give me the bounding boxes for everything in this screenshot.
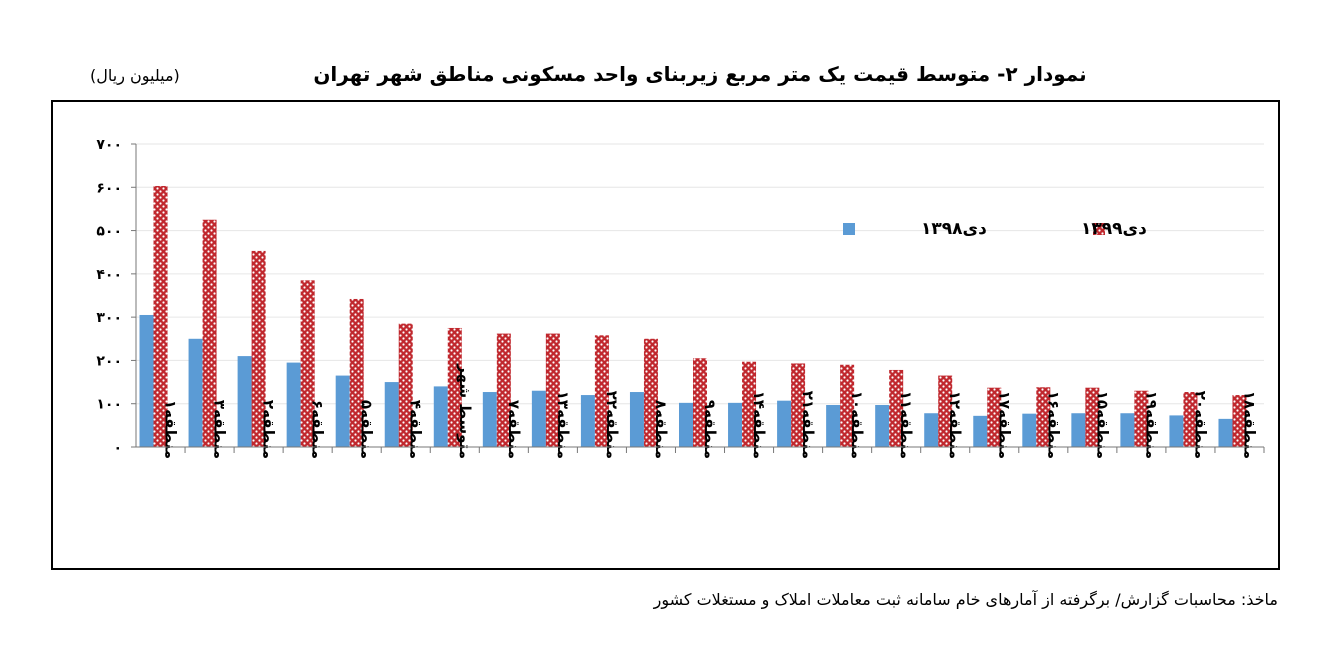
bar-1398 [335, 375, 350, 447]
x-category-label: منطقه۱۶ [1044, 391, 1062, 459]
x-category-label: منطقه۲۱ [799, 391, 817, 459]
chart-title: نمودار ۲- متوسط قیمت یک متر مربع زیربنای… [313, 62, 1087, 86]
x-category-label: منطقه۶ [309, 400, 327, 459]
legend-label-1399: دی۱۳۹۹ [1081, 219, 1147, 239]
bar-1399 [349, 298, 364, 447]
x-category-label: منطقه۲ [260, 400, 278, 459]
gridlines [136, 143, 1264, 405]
x-category-label: منطقه۱۳ [554, 391, 572, 459]
bar-1399 [594, 335, 609, 447]
y-tick-label: ۲۰۰ [96, 353, 122, 369]
x-category-label: منطقه۵ [358, 400, 376, 459]
bar-1399 [742, 361, 757, 447]
x-category-label: منطقه۹ [701, 400, 719, 459]
bar-1398 [531, 390, 546, 447]
bar-1398 [384, 382, 399, 447]
bar-1398 [924, 413, 939, 447]
bar-1399 [202, 219, 217, 447]
bar-1399 [938, 375, 953, 447]
bar-1398 [237, 356, 252, 447]
bar-1399 [1232, 395, 1247, 447]
x-category-label: منطقه۱۱ [897, 391, 915, 459]
unit-label: (میلیون ریال) [90, 66, 180, 85]
y-tick-label: ۱۰۰ [96, 397, 122, 413]
bar-1399 [840, 364, 855, 447]
x-category-label: منطقه۳ [211, 400, 229, 459]
bar-1398 [1169, 415, 1184, 447]
legend-swatch-1399 [1093, 223, 1105, 235]
bar-1398 [1071, 413, 1086, 447]
x-category-label: متوسط شهر [456, 363, 474, 459]
bar-1398 [629, 392, 644, 447]
legend: دی۱۳۹۹ دی۱۳۹۸ [843, 219, 1147, 239]
x-category-label: منطقه۸ [652, 400, 670, 459]
x-category-label: منطقه۴ [407, 400, 425, 459]
bar-1398 [139, 314, 154, 447]
bar-1399 [889, 369, 904, 447]
x-category-label: منطقه۱۸ [1240, 391, 1258, 459]
bars-group [139, 185, 1247, 447]
source-note: ماخذ: محاسبات گزارش/ برگرفته از آمارهای … [653, 590, 1278, 609]
x-axis: منطقه۱ منطقه۳ منطقه۲ منطقه۶ منطقه۵ منطقه۴ متوس… [136, 363, 1265, 459]
bar-1398 [482, 392, 497, 447]
x-category-label: منطقه۱۵ [1093, 391, 1111, 459]
y-tick-label: ۶۰۰ [96, 180, 122, 196]
bar-1399 [153, 185, 168, 447]
bar-1399 [300, 280, 315, 447]
x-category-label: منطقه۱ [162, 400, 180, 459]
x-category-label: منطقه۱۷ [995, 391, 1013, 459]
bar-1398 [728, 402, 743, 447]
legend-swatch-1398 [843, 223, 855, 235]
y-tick-label: ۷۰۰ [96, 137, 122, 153]
bar-1399 [1183, 392, 1198, 447]
bar-1399 [545, 333, 560, 447]
bar-1399 [496, 333, 511, 447]
bar-1399 [251, 250, 266, 447]
bar-1399 [1036, 387, 1051, 447]
y-tick-label: ۴۰۰ [96, 267, 122, 283]
bar-1398 [188, 338, 203, 447]
x-category-label: منطقه۱۹ [1142, 391, 1160, 459]
x-category-label: منطقه۱۰ [848, 391, 866, 459]
bar-1398 [777, 400, 792, 447]
x-category-label: منطقه۲۲ [603, 391, 621, 459]
bar-1398 [1120, 413, 1135, 447]
y-axis: ۰ ۱۰۰ ۲۰۰ ۳۰۰ ۴۰۰ ۵۰۰ ۶۰۰ ۷۰۰ [96, 137, 137, 456]
bar-1398 [580, 395, 595, 447]
bar-1399 [398, 323, 413, 447]
legend-label-1398: دی۱۳۹۸ [921, 219, 987, 239]
bar-1398 [679, 402, 693, 447]
bar-1399 [1085, 387, 1100, 447]
bar-1399 [643, 338, 658, 447]
x-category-label: منطقه۲۰ [1191, 391, 1209, 459]
bar-1399 [791, 363, 806, 447]
y-tick-label: ۳۰۰ [96, 310, 122, 326]
bar-1398 [286, 362, 301, 447]
bar-1399 [1134, 390, 1149, 447]
bar-1399 [693, 358, 707, 447]
bar-1398 [1218, 418, 1233, 447]
bar-1398 [875, 405, 890, 447]
chart-frame [51, 100, 1280, 570]
x-category-label: منطقه۱۲ [946, 391, 964, 459]
x-category-label: منطقه۱۴ [750, 391, 768, 459]
y-tick-label: ۰ [113, 440, 122, 456]
bar-1399 [987, 387, 1002, 447]
bar-1398 [973, 415, 988, 447]
bar-1398 [433, 386, 448, 447]
bar-1399 [447, 327, 462, 447]
x-category-label: منطقه۷ [505, 400, 523, 459]
y-tick-label: ۵۰۰ [96, 224, 122, 240]
bar-1398 [1022, 413, 1037, 447]
bar-1398 [826, 405, 841, 447]
